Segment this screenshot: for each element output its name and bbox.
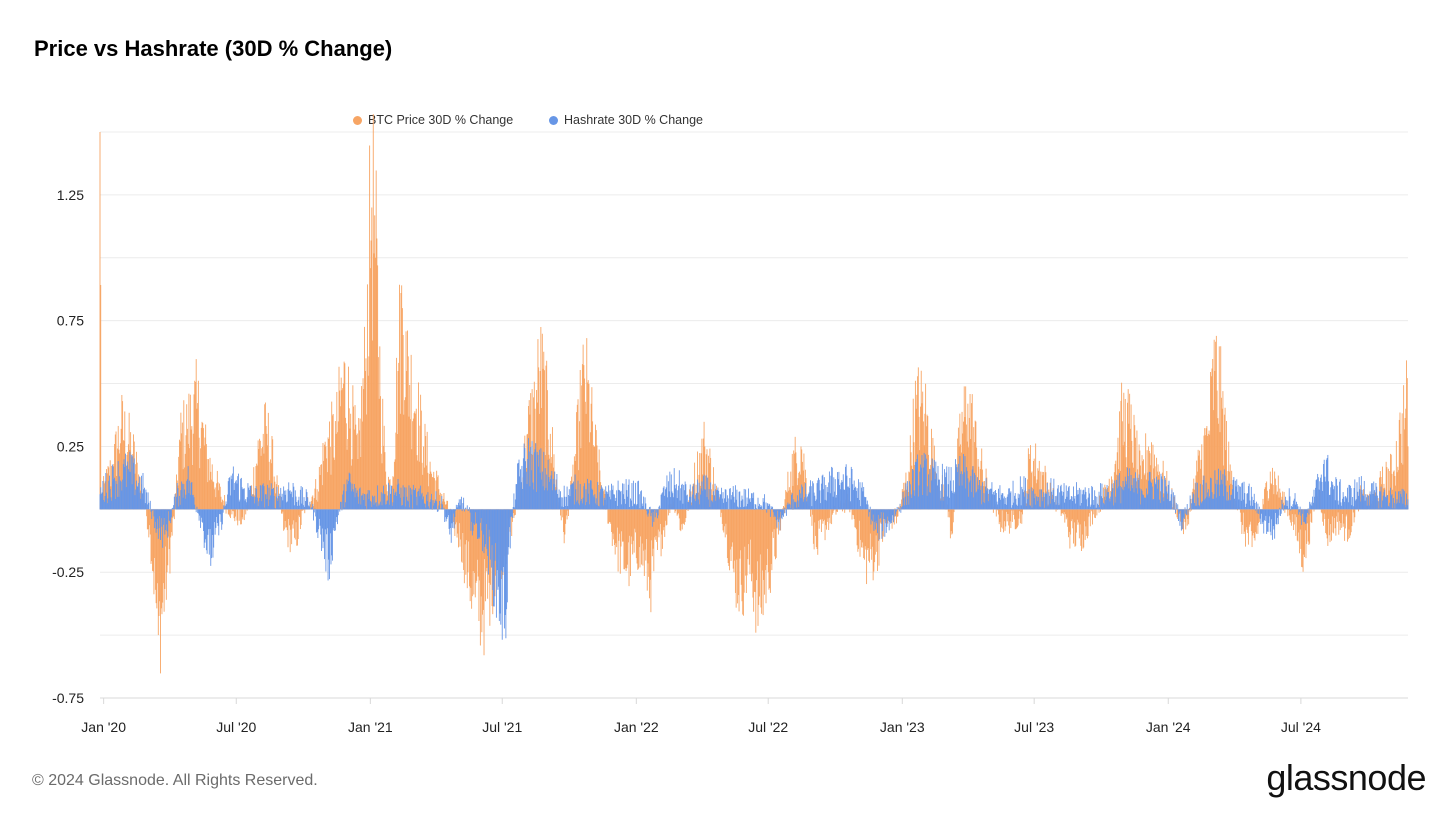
legend-item-price[interactable]: BTC Price 30D % Change [353,113,513,127]
y-tick-label: 1.25 [57,187,84,203]
series-hashrate [99,438,1409,640]
x-tick-label: Jul '21 [482,719,522,735]
x-tick-label: Jan '20 [81,719,126,735]
x-axis: Jan '20 Jul '20 Jan '21 Jul '21 Jan '22 Jul '… [81,697,1408,735]
y-tick-label: 0.25 [57,438,84,454]
x-tick-label: Jan '21 [348,719,393,735]
y-axis: -0.75 -0.25 0.25 0.75 1.25 [52,187,84,706]
chart-legend: BTC Price 30D % Change Hashrate 30D % Ch… [0,113,1456,131]
chart-title: Price vs Hashrate (30D % Change) [34,36,393,61]
y-tick-label: -0.25 [52,564,84,580]
x-tick-label: Jul '20 [216,719,256,735]
y-tick-label: 0.75 [57,313,84,329]
legend-price-dot [353,115,362,125]
x-tick-label: Jul '22 [748,719,788,735]
x-tick-label: Jan '22 [614,719,659,735]
legend-item-hashrate[interactable]: Hashrate 30D % Change [549,113,703,127]
x-tick-label: Jan '23 [880,719,925,735]
x-tick-label: Jul '24 [1281,719,1321,735]
legend-hashrate-dot [549,115,558,125]
series-price [99,114,1409,674]
x-tick-label: Jul '23 [1014,719,1054,735]
y-tick-label: -0.75 [52,690,84,706]
copyright-text: © 2024 Glassnode. All Rights Reserved. [32,772,318,789]
legend-hashrate-label: Hashrate 30D % Change [564,113,703,127]
legend-price-label: BTC Price 30D % Change [368,113,514,127]
x-tick-label: Jan '24 [1146,719,1191,735]
glassnode-logo: glassnode [1266,757,1426,798]
